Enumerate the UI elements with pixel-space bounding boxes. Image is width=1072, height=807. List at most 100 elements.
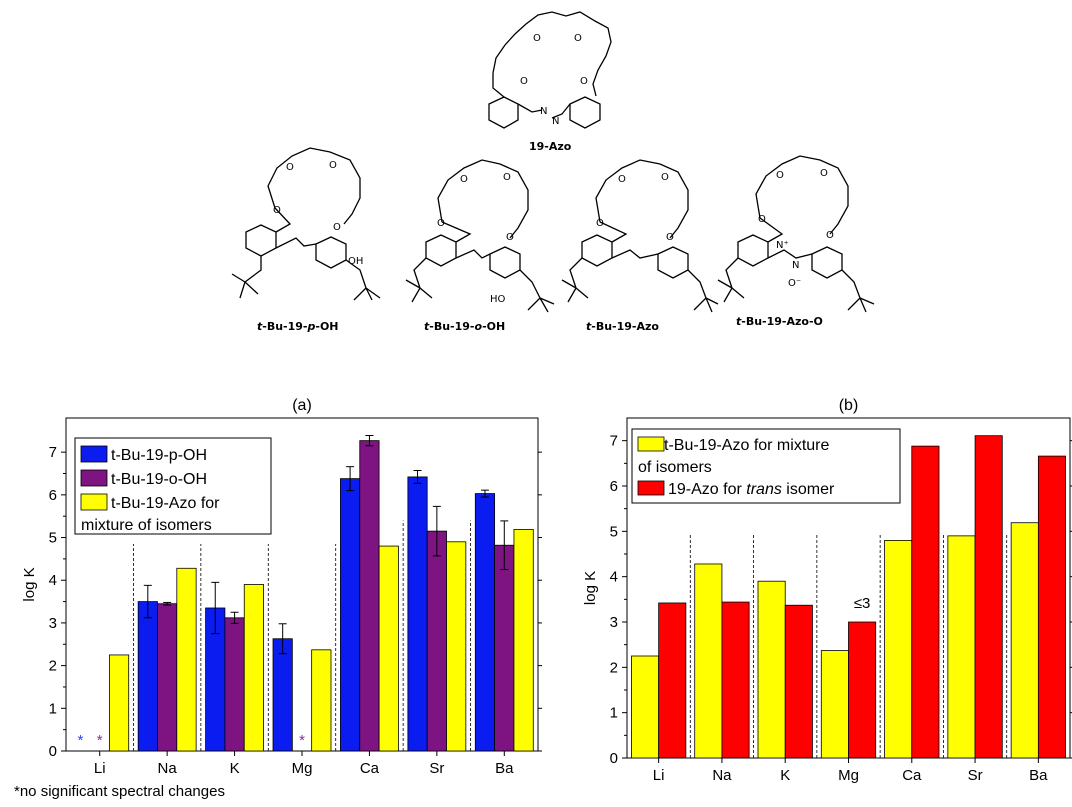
structure-t-bu-19-o-oh [405, 159, 555, 313]
a-bar [176, 567, 197, 752]
b-xtick-label: K [780, 767, 790, 783]
b-legend-label: t-Bu-19-Azo for mixture [664, 437, 829, 454]
a-ytick-label: 3 [49, 615, 57, 632]
a-bar [243, 584, 264, 752]
a-xtick-label: Li [94, 760, 106, 777]
a-ytick-label: 4 [49, 572, 57, 589]
b-xtick-label: Na [712, 767, 732, 783]
b-ytick-label: 4 [610, 569, 618, 586]
a-ylabel: log K [21, 567, 38, 601]
a-ytick-label: 2 [49, 658, 57, 675]
a-xtick-label: Ca [360, 760, 380, 777]
svg-text:N: N [792, 260, 799, 271]
a-bar [494, 544, 515, 752]
structure-t-bu-19-azo-o [717, 155, 875, 313]
b-bar [848, 621, 877, 759]
b-title: (b) [839, 397, 859, 414]
a-legend-label: t-Bu-19-o-OH [111, 471, 207, 488]
svg-text:O: O [820, 168, 828, 179]
a-xtick-label: Mg [292, 760, 313, 777]
svg-text:O: O [286, 162, 294, 173]
b-bar [631, 655, 660, 759]
svg-text:O: O [506, 232, 514, 243]
structure-row-atoms: O O O O OH O O O O HO O O O O O O O O N⁺… [273, 160, 834, 305]
a-xtick-label: Ba [495, 760, 514, 777]
structure-row-labels: t-Bu-19-p-OH t-Bu-19-o-OH t-Bu-19-Azo t-… [257, 315, 823, 333]
a-no-change-marker: * [77, 732, 83, 749]
structure-row [231, 147, 875, 313]
a-bar [157, 603, 178, 752]
structure-19-azo [488, 11, 612, 129]
b-bar [884, 539, 913, 759]
a-xtick-label: Na [158, 760, 178, 777]
svg-text:O: O [776, 170, 784, 181]
svg-text:N: N [540, 106, 547, 117]
svg-text:O: O [437, 218, 445, 229]
svg-text:O: O [618, 174, 626, 185]
a-title: (a) [292, 397, 312, 414]
svg-text:O: O [273, 205, 281, 216]
label-19-azo: 19-Azo [529, 140, 572, 153]
svg-text:O: O [758, 214, 766, 225]
b-legend-swatch [637, 480, 665, 496]
a-ytick-label: 6 [49, 487, 57, 504]
svg-text:O: O [574, 33, 582, 44]
a-xtick-label: Sr [429, 760, 444, 777]
b-ytick-label: 1 [610, 705, 618, 722]
b-ylabel: log K [582, 571, 599, 605]
b-bar [1037, 455, 1066, 759]
a-no-change-marker: * [97, 732, 103, 749]
b-bar [820, 650, 849, 759]
b-legend-label: of isomers [638, 459, 712, 476]
svg-text:O: O [333, 222, 341, 233]
b-legend [631, 428, 901, 504]
b-xtick-label: Ca [902, 767, 922, 783]
svg-text:O: O [329, 160, 337, 171]
label-t-bu-19-p-oh: t-Bu-19-p-OH [257, 320, 339, 333]
svg-text:O: O [580, 76, 588, 87]
a-legend-swatch [80, 469, 108, 487]
label-t-bu-19-azo: t-Bu-19-Azo [586, 320, 659, 333]
b-ytick-label: 0 [610, 750, 618, 767]
a-ytick-label: 5 [49, 530, 57, 547]
svg-text:O: O [460, 174, 468, 185]
svg-text:N: N [552, 116, 559, 127]
svg-text:O: O [666, 232, 674, 243]
a-legend-swatch [80, 493, 108, 511]
b-ytick-label: 6 [610, 478, 618, 495]
b-ytick-label: 5 [610, 523, 618, 540]
b-bar [721, 601, 750, 759]
a-bar [407, 476, 428, 752]
a-legend-swatch [80, 445, 108, 463]
a-ytick-label: 1 [49, 700, 57, 717]
a-bar [474, 493, 496, 752]
svg-text:HO: HO [490, 294, 506, 305]
b-bar [947, 535, 976, 759]
b-xtick-label: Mg [838, 767, 859, 783]
b-xtick-label: Ba [1029, 767, 1048, 783]
svg-text:O: O [596, 218, 604, 229]
svg-text:O: O [826, 230, 834, 241]
a-legend-label: mixture of isomers [81, 517, 212, 534]
b-legend-label: 19-Azo for trans isomer [668, 481, 835, 498]
b-bar [757, 580, 786, 759]
a-bar [359, 440, 380, 752]
svg-text:O: O [503, 172, 511, 183]
b-xtick-label: Sr [968, 767, 983, 783]
chart-b: (b) 0 1 2 3 4 5 6 7 log K Li Na K Mg Ca Sr Ba ≤3 t-Bu-19-A… [582, 397, 1072, 783]
b-bar [911, 445, 940, 759]
structure-t-bu-19-p-oh [231, 147, 381, 301]
a-xtick-label: K [230, 760, 240, 777]
a-legend-label: t-Bu-19-Azo for [111, 495, 220, 512]
b-bar [974, 435, 1003, 759]
svg-text:O: O [533, 33, 541, 44]
b-ytick-label: 2 [610, 659, 618, 676]
b-bar [694, 563, 723, 759]
a-legend [74, 437, 272, 535]
a-no-change-marker: * [299, 732, 305, 749]
a-bar [340, 478, 361, 752]
chart-a: (a) 0 1 2 3 4 5 6 7 log K Li Na K Mg Ca Sr Ba * * * t-Bu-19-… [21, 397, 542, 777]
a-bar [108, 654, 130, 752]
b-ytick-label: 3 [610, 614, 618, 631]
a-bar [311, 649, 332, 752]
